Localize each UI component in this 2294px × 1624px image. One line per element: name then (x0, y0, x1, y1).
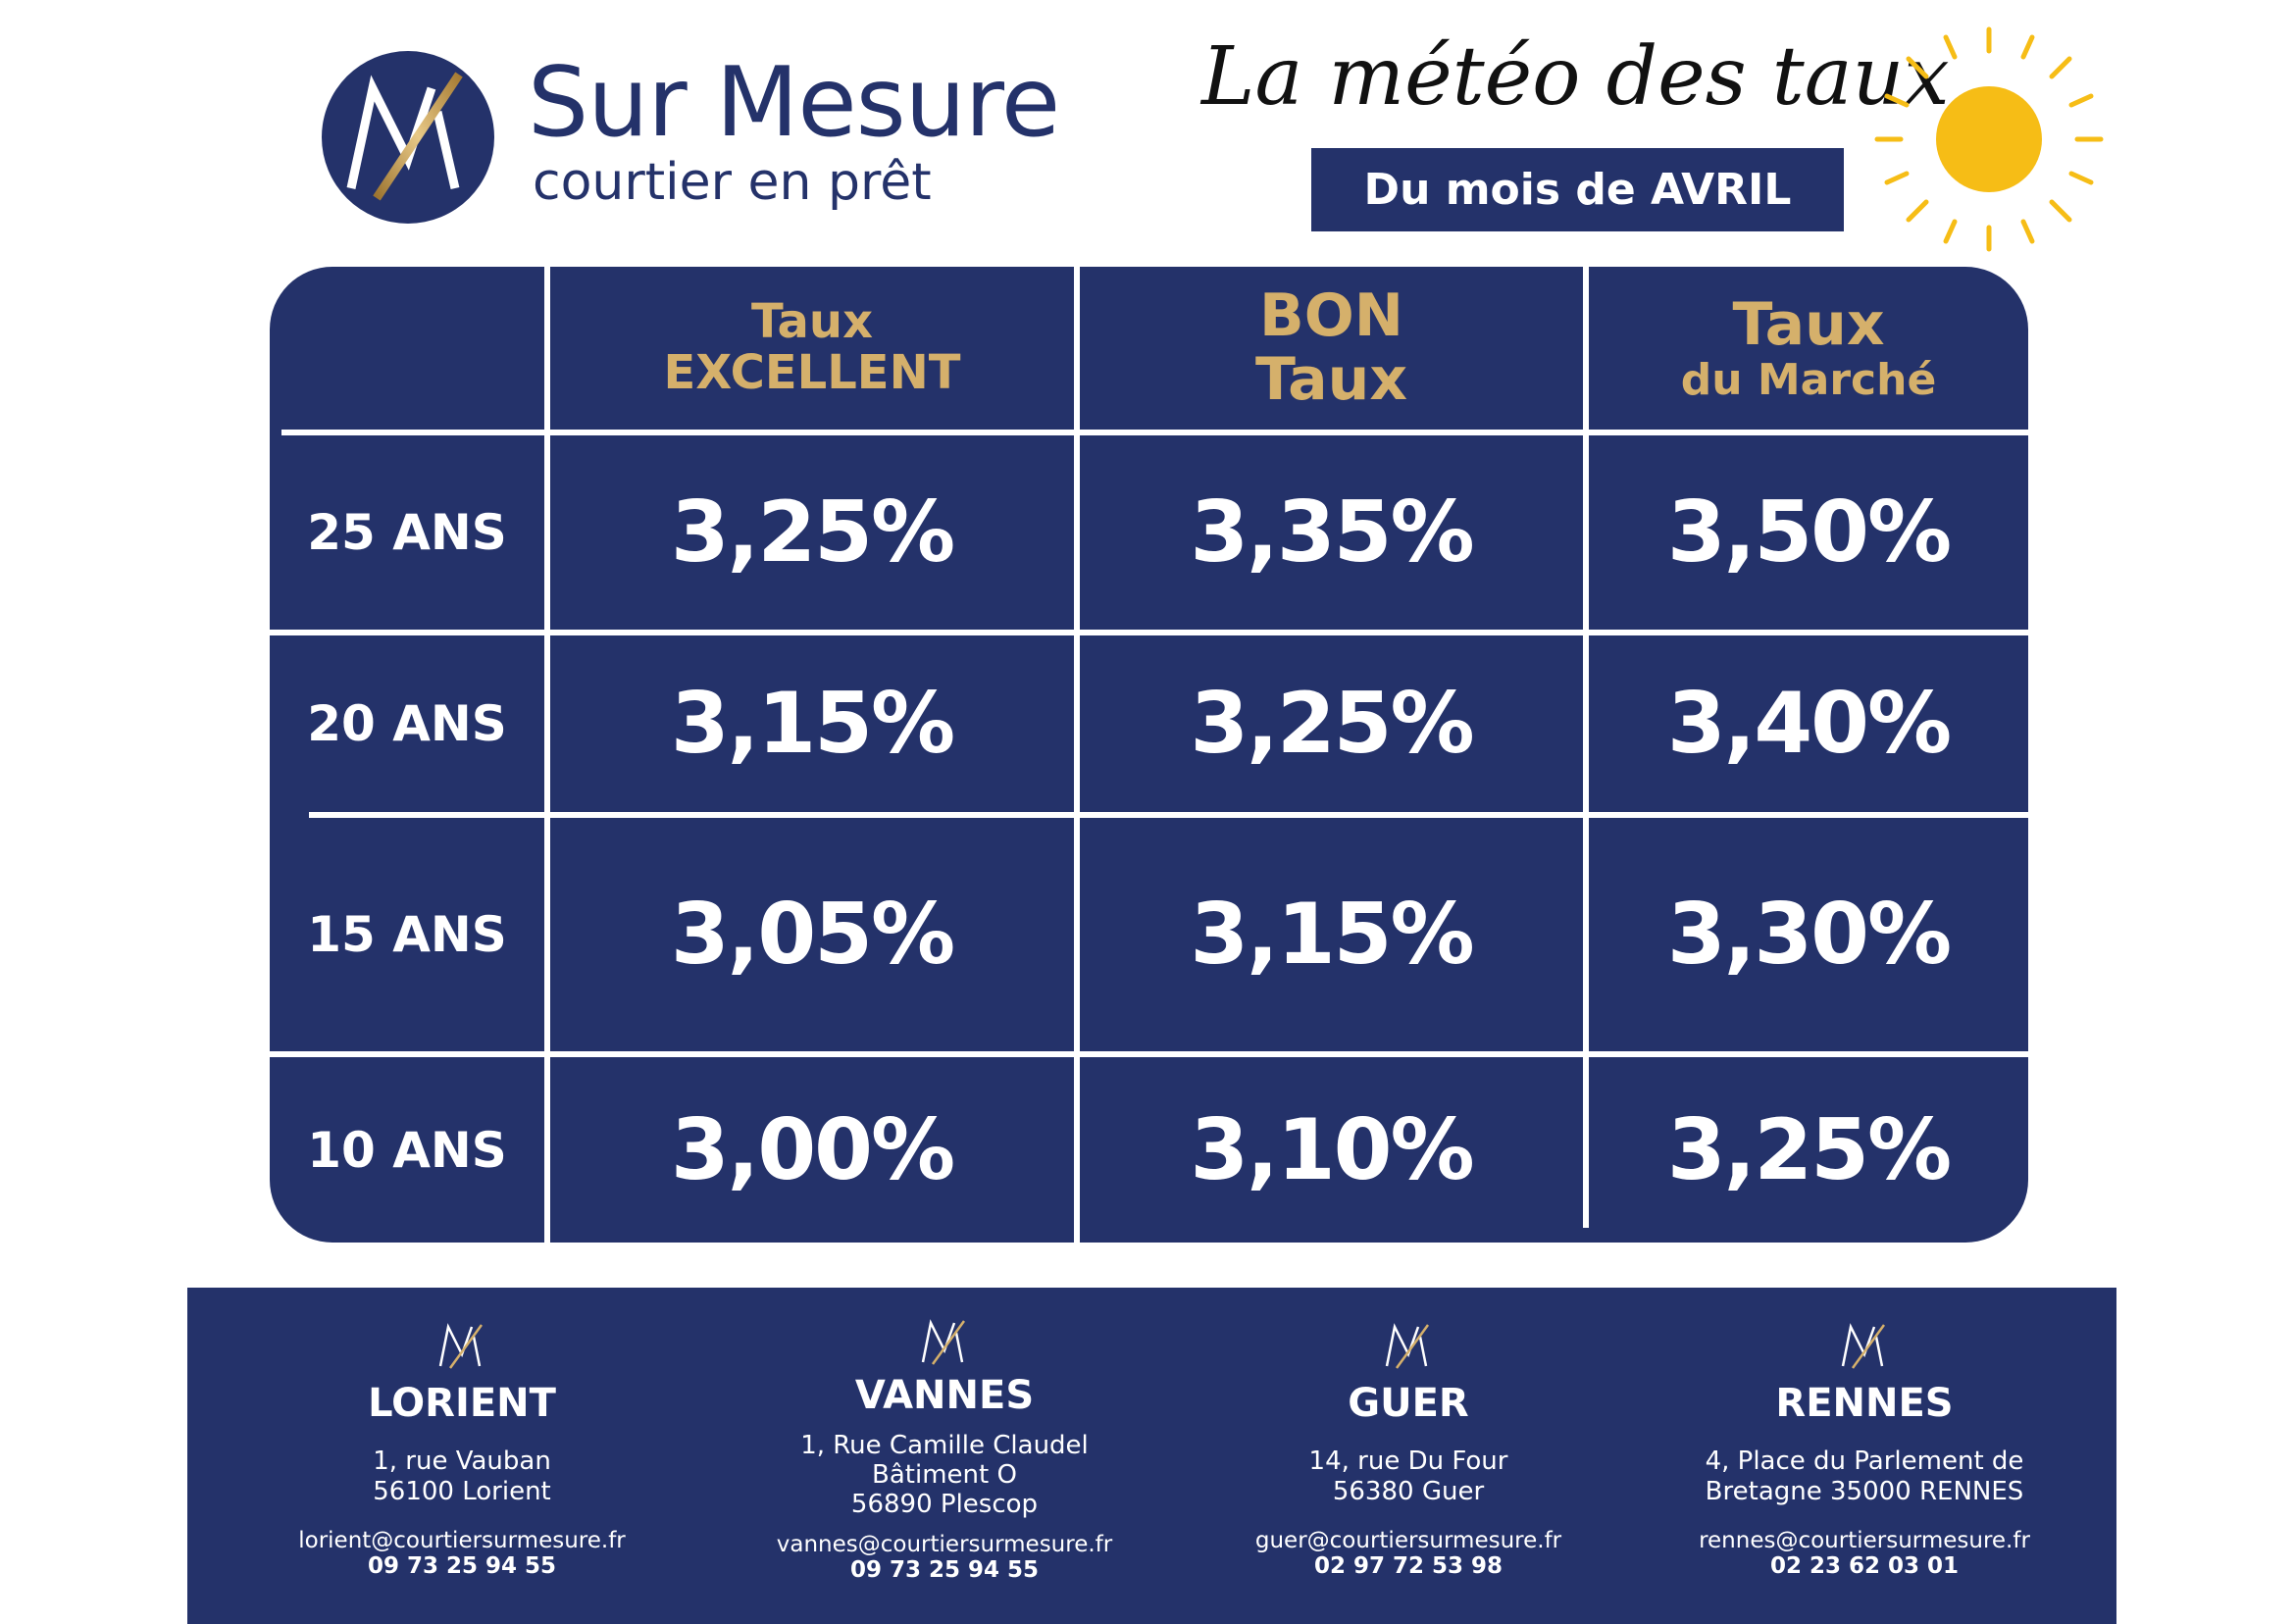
agency-address: 4, Place du Parlement de Bretagne 35000 … (1706, 1446, 2024, 1507)
address-line: 1, Rue Camille Claudel (800, 1431, 1089, 1460)
grid-line (281, 430, 2028, 435)
brand-name: Sur Mesure (528, 47, 1060, 159)
column-header-line: BON (1259, 281, 1403, 351)
agency-city: GUER (1348, 1381, 1469, 1426)
rate-value: 3,05% (670, 886, 955, 984)
address-line: 56890 Plescop (850, 1490, 1039, 1519)
row-duration: 10 ANS (270, 1057, 544, 1243)
rate-cell: 3,30% (1589, 818, 2028, 1051)
grid-line (270, 1051, 2028, 1057)
agency-phone[interactable]: 09 73 25 94 55 (367, 1553, 557, 1580)
row-duration: 25 ANS (270, 435, 544, 630)
address-line: 14, rue Du Four (1308, 1446, 1508, 1476)
agency-phone[interactable]: 02 97 72 53 98 (1313, 1553, 1504, 1580)
grid-line (1583, 267, 1589, 1228)
agency-address: 14, rue Du Four 56380 Guer (1309, 1446, 1508, 1507)
rate-value: 3,15% (1190, 886, 1474, 984)
column-header-line: Taux (1732, 289, 1885, 359)
rate-value: 3,25% (1190, 675, 1474, 773)
grid-line (544, 267, 550, 1243)
address-line: Bâtiment O (872, 1460, 1017, 1490)
duration-label: 25 ANS (307, 504, 507, 561)
agency-city: VANNES (854, 1373, 1035, 1418)
page-title: La météo des taux (1201, 30, 1950, 124)
sur-mesure-small-logo-icon (438, 1323, 484, 1369)
rate-cell: 3,15% (1080, 818, 1583, 1051)
brand-tagline: courtier en prêt (533, 153, 932, 212)
agency-phone[interactable]: 09 73 25 94 55 (849, 1557, 1040, 1584)
grid-line (309, 812, 2028, 818)
agency-city: RENNES (1775, 1381, 1954, 1426)
sur-mesure-small-logo-icon (1385, 1323, 1430, 1369)
grid-line (270, 630, 2028, 635)
rate-value: 3,15% (670, 675, 955, 773)
rate-value: 3,35% (1190, 483, 1474, 582)
duration-label: 10 ANS (307, 1121, 507, 1179)
rate-cell: 3,00% (550, 1057, 1074, 1243)
agency-email-link[interactable]: lorient@courtiersurmesure.fr (298, 1528, 626, 1553)
row-duration: 15 ANS (270, 818, 544, 1051)
rate-cell: 3,25% (550, 435, 1074, 630)
sur-mesure-logo-icon (322, 51, 494, 224)
column-header-marche: Taux du Marché (1589, 267, 2028, 430)
agency-email-link[interactable]: guer@courtiersurmesure.fr (1254, 1528, 1562, 1553)
agency-guer: GUER 14, rue Du Four 56380 Guer guer@cou… (1202, 1288, 1614, 1624)
rate-cell: 3,10% (1080, 1057, 1583, 1243)
agencies-footer: LORIENT 1, rue Vauban 56100 Lorient lori… (187, 1288, 2116, 1624)
rate-value: 3,50% (1666, 483, 1952, 582)
rate-value: 3,25% (1666, 1100, 1952, 1199)
address-line: 1, rue Vauban (373, 1446, 551, 1476)
duration-label: 15 ANS (307, 906, 507, 963)
agency-lorient: LORIENT 1, rue Vauban 56100 Lorient lori… (256, 1288, 668, 1624)
rate-cell: 3,25% (1589, 1057, 2028, 1243)
rate-table: Taux EXCELLENT BON Taux Taux du Marché 2… (270, 267, 2028, 1243)
address-line: 4, Place du Parlement de (1705, 1446, 2024, 1476)
rate-value: 3,00% (670, 1100, 955, 1199)
rate-cell: 3,50% (1589, 435, 2028, 630)
sur-mesure-small-logo-icon (1841, 1323, 1886, 1369)
rate-value: 3,10% (1190, 1100, 1474, 1199)
month-badge: Du mois de AVRIL (1311, 148, 1844, 231)
duration-label: 20 ANS (307, 695, 507, 752)
address-line: Bretagne 35000 RENNES (1705, 1477, 2024, 1506)
grid-line (1074, 267, 1080, 1243)
agency-rennes: RENNES 4, Place du Parlement de Bretagne… (1658, 1288, 2070, 1624)
rate-value: 3,30% (1666, 886, 1952, 984)
row-duration: 20 ANS (270, 635, 544, 812)
agency-email-link[interactable]: rennes@courtiersurmesure.fr (1699, 1528, 2030, 1553)
column-header-line: Taux (750, 294, 874, 350)
agency-city: LORIENT (368, 1381, 556, 1426)
address-line: 56100 Lorient (373, 1477, 551, 1506)
agency-address: 1, Rue Camille Claudel Bâtiment O 56890 … (800, 1431, 1089, 1519)
rate-cell: 3,15% (550, 635, 1074, 812)
column-header-line: Taux (1254, 345, 1408, 414)
agency-email-link[interactable]: vannes@courtiersurmesure.fr (776, 1532, 1113, 1557)
agency-vannes: VANNES 1, Rue Camille Claudel Bâtiment O… (739, 1288, 1150, 1624)
column-header-line: EXCELLENT (663, 345, 961, 400)
agency-phone[interactable]: 02 23 62 03 01 (1769, 1553, 1960, 1580)
sun-icon (1874, 26, 2104, 252)
rate-cell: 3,25% (1080, 635, 1583, 812)
rate-value: 3,25% (670, 483, 955, 582)
column-header-bon: BON Taux (1080, 267, 1583, 430)
column-header-excellent: Taux EXCELLENT (550, 267, 1074, 430)
column-header-line: du Marché (1680, 354, 1937, 405)
rate-value: 3,40% (1666, 675, 1952, 773)
agency-address: 1, rue Vauban 56100 Lorient (373, 1446, 551, 1507)
rate-cell: 3,40% (1589, 635, 2028, 812)
address-line: 56380 Guer (1332, 1477, 1485, 1506)
rate-cell: 3,05% (550, 818, 1074, 1051)
sur-mesure-small-logo-icon (921, 1319, 966, 1365)
rate-cell: 3,35% (1080, 435, 1583, 630)
